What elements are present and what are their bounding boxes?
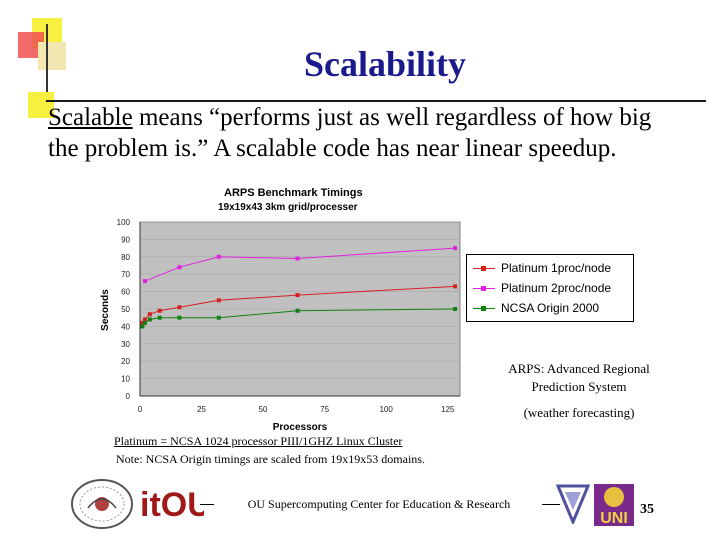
series-0-point	[147, 312, 152, 317]
y-tick-label: 10	[121, 375, 130, 384]
y-axis-label: Seconds	[100, 289, 111, 331]
chart-series	[140, 246, 458, 329]
y-tick-label: 100	[117, 218, 131, 227]
chart-gridlines	[140, 221, 460, 379]
legend-label: Platinum 2proc/node	[501, 281, 612, 295]
chart-axes	[139, 222, 460, 397]
legend-item-ncsa-origin: NCSA Origin 2000	[473, 299, 599, 317]
footer-rule-left	[200, 504, 214, 505]
origin-note: Note: NCSA Origin timings are scaled fro…	[116, 452, 425, 466]
series-0-point	[142, 317, 147, 322]
slide-title: Scalability	[303, 44, 467, 84]
uni-logo-text: UNI	[600, 510, 628, 526]
series-0-point	[157, 308, 162, 313]
legend-item-platinum-2proc: Platinum 2proc/node	[473, 279, 611, 297]
chart-legend: Platinum 1proc/node Platinum 2proc/node …	[466, 254, 634, 322]
y-tick-label: 30	[121, 340, 130, 349]
series-0-point	[177, 305, 182, 310]
uni-logo: UNI	[594, 484, 634, 526]
y-tick-label: 0	[126, 392, 131, 401]
title-divider	[46, 100, 706, 102]
itou-logo-text: itOU	[140, 486, 204, 524]
y-tick-label: 70	[121, 270, 130, 279]
x-tick-label: 100	[379, 405, 393, 414]
x-axis-label: Processors	[273, 422, 328, 433]
weather-note: (weather forecasting)	[523, 405, 635, 420]
corner-decoration	[18, 18, 66, 118]
x-tick-label: 50	[259, 405, 268, 414]
series-2-point	[295, 308, 300, 313]
series-0-point	[140, 320, 145, 325]
series-1-point	[177, 265, 182, 270]
body-description: means “performs just as well regardless …	[48, 104, 652, 162]
series-2-point	[147, 317, 152, 322]
footer-rule-right	[542, 504, 560, 505]
itou-logo: itOU	[138, 476, 204, 526]
y-tick-label: 20	[121, 357, 130, 366]
platinum-note: Platinum = NCSA 1024 processor PIII/1GHZ…	[114, 434, 403, 448]
legend-item-platinum-1proc: Platinum 1proc/node	[473, 259, 611, 277]
series-1-point	[295, 256, 300, 261]
series-2-point	[453, 307, 458, 311]
triangle-logo	[556, 484, 590, 524]
series-0-point	[453, 284, 458, 289]
x-tick-label: 0	[138, 405, 143, 414]
ou-seal-logo	[71, 479, 133, 529]
series-2-point	[142, 320, 147, 325]
series-1-point	[216, 254, 221, 259]
y-tick-label: 40	[121, 322, 130, 331]
series-1-point	[453, 246, 458, 251]
chart-subtitle: 19x19x43 3km grid/processer	[218, 202, 358, 213]
arps-definition: ARPS: Advanced Regional Prediction Syste…	[508, 361, 650, 394]
chart-tick-labels: 0 10 20 30 40 50 60 70 80 90 100 0 25 50 75 100 125	[117, 218, 455, 414]
body-underlined-term: Scalable	[48, 104, 133, 131]
x-tick-label: 75	[320, 405, 329, 414]
series-1-point	[142, 279, 147, 284]
y-tick-label: 60	[121, 288, 130, 297]
x-tick-label: 25	[197, 405, 206, 414]
series-2-point	[157, 315, 162, 320]
y-tick-label: 80	[121, 253, 130, 262]
footer-text: OU Supercomputing Center for Education &…	[247, 497, 511, 511]
series-0-point	[295, 293, 300, 298]
series-2-point	[140, 324, 145, 329]
chart-title: ARPS Benchmark Timings	[224, 187, 363, 199]
series-0-point	[216, 298, 221, 303]
body-text: Scalable means “performs just as well re…	[48, 102, 668, 164]
page-number: 35	[640, 502, 654, 517]
series-2-point	[177, 315, 182, 320]
series-2-point	[216, 315, 221, 320]
y-tick-label: 90	[121, 235, 130, 244]
legend-label: Platinum 1proc/node	[501, 261, 612, 275]
x-tick-label: 125	[441, 405, 455, 414]
legend-label: NCSA Origin 2000	[501, 301, 600, 315]
y-tick-label: 50	[121, 305, 130, 314]
